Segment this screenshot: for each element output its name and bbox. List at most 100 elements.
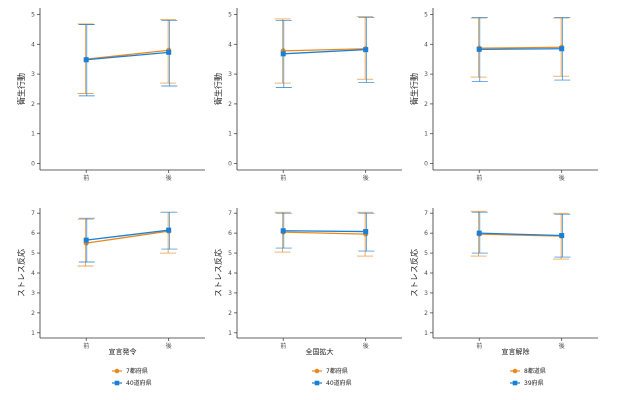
y-tick-label: 5: [31, 11, 35, 18]
x-tick-label: 前: [83, 174, 89, 182]
y-tick-label: 0: [424, 161, 428, 168]
y-tick-label: 2: [31, 101, 35, 108]
x-axis-label: 宣言解除: [502, 347, 530, 356]
panel-1: 0 1 2 3 4 5 前 後 衛生行動: [16, 8, 205, 182]
x-tick-label: 後: [559, 342, 565, 350]
y-tick-label: 3: [31, 290, 35, 297]
y-tick-label: 7: [424, 210, 428, 217]
legend-label: 7都府県: [126, 367, 148, 375]
data-point: [166, 227, 172, 233]
series-line: [479, 232, 562, 237]
y-tick-label: 1: [228, 330, 232, 337]
data-point: [83, 237, 89, 243]
series-line: [283, 230, 366, 233]
y-tick-label: 3: [228, 290, 232, 297]
y-tick-label: 4: [228, 41, 232, 48]
y-axis-label: ストレス反応: [213, 249, 223, 297]
series-line: [479, 46, 562, 49]
legend-3: 8都道県 39府県: [510, 367, 546, 387]
series-line: [86, 49, 169, 60]
data-point: [559, 46, 565, 52]
data-point: [363, 229, 369, 235]
y-tick-label: 4: [424, 41, 428, 48]
y-tick-label: 1: [31, 330, 35, 337]
legend-label: 8都道県: [524, 367, 546, 375]
data-point: [83, 57, 89, 63]
panel-3: 0 1 2 3 4 5 前 後 衛生行動: [409, 8, 598, 182]
y-tick-label: 7: [228, 210, 232, 217]
legend-label: 40道府県: [126, 379, 152, 387]
y-tick-label: 4: [31, 41, 35, 48]
y-tick-label: 0: [31, 161, 35, 168]
y-tick-label: 5: [31, 250, 35, 257]
legend-2: 7都府県 40道府県: [312, 367, 352, 387]
x-tick-label: 前: [83, 342, 89, 350]
y-tick-label: 0: [228, 161, 232, 168]
y-axis-label: ストレス反応: [16, 249, 26, 297]
legend-label: 39府県: [524, 379, 544, 387]
y-tick-label: 6: [228, 230, 232, 237]
y-tick-label: 3: [424, 290, 428, 297]
x-tick-label: 前: [476, 174, 482, 182]
series-line: [283, 231, 366, 235]
x-tick-label: 後: [166, 342, 172, 350]
y-axis-label: 衛生行動: [409, 73, 419, 105]
y-tick-label: 2: [228, 101, 232, 108]
y-axis-label: 衛生行動: [16, 73, 26, 105]
x-tick-label: 前: [280, 174, 286, 182]
y-tick-label: 2: [424, 310, 428, 317]
data-point: [166, 49, 172, 55]
data-point: [476, 230, 482, 236]
x-tick-label: 前: [280, 342, 286, 350]
y-tick-label: 6: [31, 230, 35, 237]
y-tick-label: 5: [228, 250, 232, 257]
y-tick-label: 2: [31, 310, 35, 317]
y-tick-label: 5: [424, 11, 428, 18]
legend-marker: [512, 380, 518, 386]
y-tick-label: 7: [31, 210, 35, 217]
data-point: [476, 46, 482, 52]
x-tick-label: 後: [363, 174, 369, 182]
legend-marker: [314, 380, 320, 386]
series-line: [479, 233, 562, 237]
y-tick-label: 5: [228, 11, 232, 18]
y-tick-label: 1: [424, 131, 428, 138]
y-tick-label: 4: [31, 270, 35, 277]
data-point: [559, 233, 565, 239]
series-line: [479, 48, 562, 51]
x-axis-label: 宣言発令: [109, 347, 137, 356]
x-tick-label: 前: [476, 342, 482, 350]
y-tick-label: 4: [424, 270, 428, 277]
series-line: [86, 230, 169, 244]
legend-marker: [114, 380, 120, 386]
y-tick-label: 2: [228, 310, 232, 317]
x-axis-label: 全国拡大: [306, 347, 334, 356]
y-tick-label: 5: [424, 250, 428, 257]
x-tick-label: 後: [166, 174, 172, 182]
series-line: [86, 51, 169, 61]
legend-marker: [512, 368, 518, 374]
y-tick-label: 1: [424, 330, 428, 337]
y-tick-label: 1: [228, 131, 232, 138]
legend-1: 7都府県 40道府県: [112, 367, 152, 387]
y-tick-label: 6: [424, 230, 428, 237]
x-tick-label: 後: [363, 342, 369, 350]
data-point: [280, 228, 286, 234]
series-line: [86, 229, 169, 241]
y-tick-label: 3: [31, 71, 35, 78]
panel-2: 0 1 2 3 4 5 前 後 衛生行動: [213, 8, 402, 182]
y-tick-label: 4: [228, 270, 232, 277]
y-tick-label: 3: [228, 71, 232, 78]
data-point: [363, 47, 369, 53]
series-line: [283, 49, 366, 55]
y-axis-label: ストレス反応: [409, 249, 419, 297]
legend-label: 7都府県: [326, 367, 348, 375]
series-line: [283, 48, 366, 52]
data-point: [280, 51, 286, 57]
legend-label: 40道府県: [326, 379, 352, 387]
legend-marker: [314, 368, 320, 374]
